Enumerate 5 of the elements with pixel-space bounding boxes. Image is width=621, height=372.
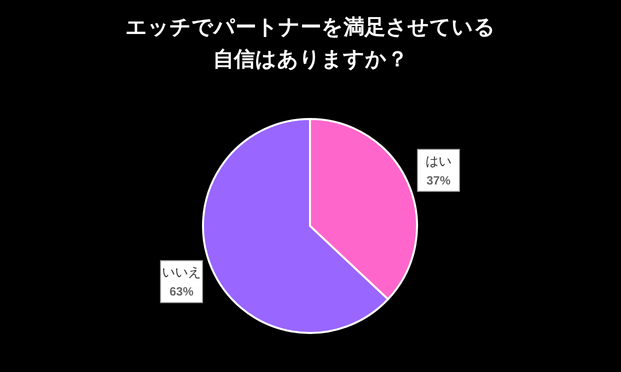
slice-label: いいえ xyxy=(162,266,202,281)
data-label: 63% xyxy=(170,284,194,299)
slice-label: はい xyxy=(425,154,452,170)
chart-title: エッチでパートナーを満足させている自信はありますか？ xyxy=(126,15,496,71)
data-label: 37% xyxy=(426,173,451,188)
